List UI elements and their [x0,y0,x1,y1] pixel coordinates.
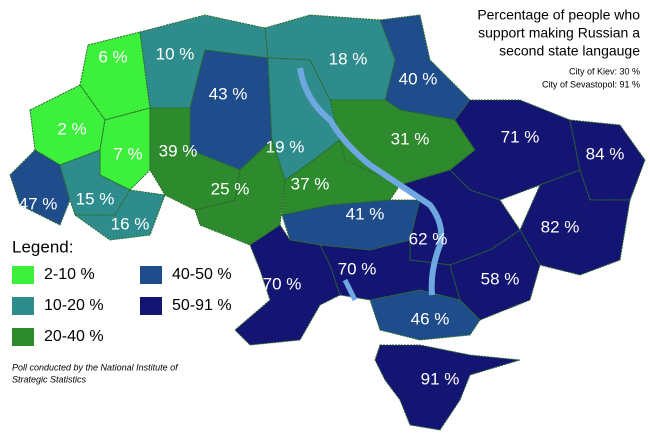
region-label: 62 % [409,229,448,248]
legend-swatch [140,266,162,284]
footnote: Poll conducted by the National Institute… [12,362,179,372]
legend-swatch [12,328,34,346]
region-label: 82 % [541,217,580,236]
region-label: 40 % [399,69,438,88]
region-label: 41 % [346,204,385,223]
region [369,289,481,341]
region-label: 70 % [338,259,377,278]
region [281,139,401,216]
title-line: second state langauge [499,43,640,59]
region-label: 7 % [113,144,142,163]
region-label: 16 % [111,214,150,233]
region-label: 58 % [481,269,520,288]
region [73,189,166,241]
region-label: 70 % [263,274,302,293]
region-label: 19 % [266,137,305,156]
region-label: 10 % [156,44,195,63]
river [342,278,358,302]
region [234,224,341,346]
legend-heading: Legend: [12,237,73,256]
region-label: 46 % [411,309,450,328]
region [194,139,286,246]
region-label: 39 % [159,141,198,160]
note: City of Sevastopol: 91 % [542,79,640,89]
legend-label: 2-10 % [44,266,95,283]
regions [9,14,646,431]
river [297,67,445,296]
footnote: Strategic Statistics [12,374,87,384]
legend-swatch [140,297,162,315]
title-line: support making Russian a [478,25,640,41]
region-label: 25 % [211,179,250,198]
legend-label: 10-20 % [44,297,104,314]
region-label: 15 % [76,189,115,208]
region-label: 37 % [291,174,330,193]
region-label: 43 % [209,84,248,103]
region-label: 31 % [391,129,430,148]
region-label: 2 % [57,119,86,138]
legend-swatch [12,297,34,315]
legend-label: 20-40 % [44,328,104,345]
region-label: 84 % [586,144,625,163]
region [319,239,461,301]
region [519,169,631,276]
region [374,344,521,431]
region-label: 18 % [329,49,368,68]
region [379,14,471,121]
region-label: 91 % [421,369,460,388]
region-label: 6 % [98,47,127,66]
legend-label: 40-50 % [172,266,232,283]
region-label: 71 % [501,127,540,146]
note: City of Kiev: 30 % [569,66,640,76]
region-labels: 6 % 10 % 43 % 18 % 40 % 2 % 7 % 39 % 19 % 31 % 71 … [19,44,625,388]
title-line: Percentage of people who [477,7,640,23]
region-label: 47 % [19,194,58,213]
legend-label: 50-91 % [172,297,232,314]
title: Percentage of people who support making … [477,7,640,90]
legend-swatch [12,266,34,284]
legend: Legend: 2-10 % 10-20 % 20-40 % 40-50 % 50-91… [12,237,232,346]
